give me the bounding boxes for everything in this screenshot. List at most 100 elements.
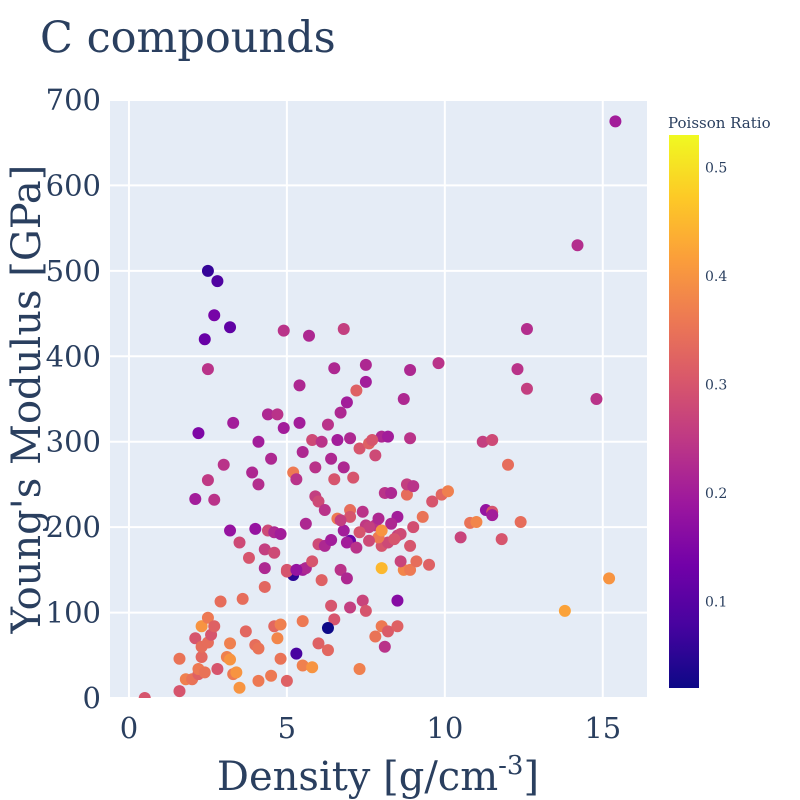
data-point [252,642,265,655]
data-point [252,478,265,491]
data-point [246,466,259,479]
data-point [609,115,622,128]
colorbar-ticks: 0.1 0.2 0.3 0.4 0.5 [705,161,727,611]
data-point [321,644,334,657]
data-point [198,666,211,679]
data-point [340,396,353,409]
data-point [495,533,508,546]
y-tick-label: 100 [46,596,101,630]
data-point [590,393,603,405]
data-point [385,517,398,530]
data-point [325,533,338,546]
data-point [400,488,413,501]
data-point [227,416,240,429]
data-point [277,324,290,337]
data-point [334,563,347,576]
y-tick-label: 0 [83,681,101,715]
data-point [363,534,376,547]
data-point [432,357,445,370]
data-point [353,442,366,455]
data-point [201,611,214,624]
colorbar-tick-label: 0.5 [705,161,727,177]
data-point [486,434,499,447]
data-point [321,621,334,634]
data-point [359,375,372,388]
x-tick-label: 0 [120,711,138,745]
y-tick-label: 700 [46,83,101,117]
data-point [391,594,404,607]
data-point [340,536,353,549]
data-point [173,685,186,698]
data-point [378,640,391,653]
data-point [312,495,325,508]
data-point [274,652,287,665]
data-point [293,379,306,392]
colorbar-tick-label: 0.3 [705,377,727,393]
data-point [558,604,571,617]
data-point [388,533,401,546]
y-tick-label: 500 [46,254,101,288]
data-point [344,432,357,445]
data-point [252,435,265,448]
data-point [356,594,369,607]
data-point [350,384,363,397]
data-point [236,592,249,605]
plot-area [110,100,647,698]
data-point [502,458,515,471]
data-point [476,435,489,448]
data-point [271,632,284,645]
data-point [441,485,454,498]
data-point [416,510,429,523]
data-point [306,555,319,568]
data-point [189,492,202,505]
data-point [426,495,439,508]
x-axis-label: Density [g/cm-3] [217,751,539,800]
data-point [325,599,338,612]
data-point [366,434,379,447]
data-point [359,604,372,617]
data-points [138,115,622,698]
data-point [404,563,417,576]
data-point [208,620,221,633]
data-point [340,572,353,585]
data-point [325,452,338,465]
x-axis-ticks: 0 5 10 15 [120,711,622,745]
data-point [299,517,312,530]
data-point [394,555,407,568]
data-point [328,362,341,375]
data-point [334,514,347,527]
data-point [261,408,274,421]
data-point [296,615,309,628]
data-point [454,531,467,544]
x-tick-label: 5 [278,711,296,745]
data-point [280,674,293,687]
data-point [192,427,205,440]
data-point [350,541,363,554]
data-point [265,669,278,682]
data-point [208,493,221,506]
data-point [189,632,202,645]
data-point [306,434,319,447]
data-point [404,539,417,552]
data-point [381,625,394,638]
data-point [423,558,436,571]
data-point [347,471,360,484]
data-point [369,630,382,643]
data-point [224,637,237,650]
x-axis-label-main: Density [g/cm [217,754,498,800]
data-point [328,473,341,486]
data-point [312,637,325,650]
data-point [410,555,423,568]
data-point [344,510,357,523]
data-point [356,505,369,518]
y-tick-label: 400 [46,339,101,373]
data-point [198,333,211,346]
data-point [375,562,388,575]
y-tick-label: 200 [46,510,101,544]
data-point [381,430,394,443]
data-point [306,661,319,674]
data-point [201,474,214,487]
data-point [514,516,527,529]
data-point [296,659,309,672]
